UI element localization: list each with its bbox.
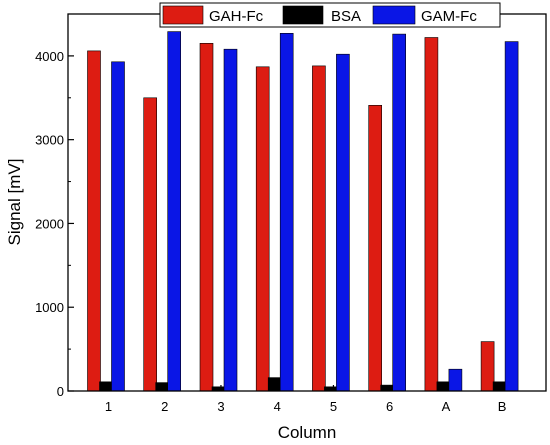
legend-box — [159, 2, 501, 28]
x-axis: 1 2 3 4 5 6 A B — [105, 385, 507, 414]
bar-bsa-6 — [380, 384, 395, 392]
bar-gah-fc-A — [424, 37, 439, 392]
x-tick-label-5: 5 — [330, 399, 337, 414]
bar-gam-fc-6 — [392, 33, 407, 392]
bar-gah-fc-3 — [199, 42, 214, 392]
legend-label-gam-fc: GAM-Fc — [421, 8, 477, 25]
legend: GAH-Fc BSA GAM-Fc — [159, 2, 501, 28]
bar-gam-fc-3 — [223, 48, 238, 392]
bar-gah-fc-6 — [368, 105, 383, 392]
y-tick-label-1000: 1000 — [35, 300, 64, 315]
bar-gam-fc-2 — [167, 31, 181, 392]
legend-swatch-bsa — [282, 5, 324, 25]
bar-bsa-1 — [99, 381, 113, 392]
y-axis-title: Signal [mV] — [5, 159, 24, 246]
y-tick-label-4000: 4000 — [35, 49, 64, 64]
legend-swatch-gah-fc — [162, 5, 204, 25]
bar-bsa-B — [492, 381, 507, 392]
x-tick-label-3: 3 — [217, 399, 224, 414]
x-tick-label-4: 4 — [274, 399, 281, 414]
legend-swatch-gam-fc — [372, 5, 416, 25]
x-tick-label-1: 1 — [105, 399, 112, 414]
bar-bsa-2 — [155, 382, 169, 392]
plot-frame — [67, 13, 547, 392]
bar-bsa-4 — [267, 377, 282, 392]
bars-group — [87, 31, 519, 392]
bar-gam-fc-A — [448, 368, 463, 392]
bar-gam-fc-1 — [111, 61, 125, 392]
x-tick-label-2: 2 — [161, 399, 168, 414]
bar-gah-fc-5 — [312, 65, 326, 392]
x-tick-label-A: A — [442, 399, 451, 414]
legend-label-bsa: BSA — [331, 8, 361, 25]
x-axis-title: Column — [278, 423, 337, 442]
legend-label-gah-fc: GAH-Fc — [209, 8, 264, 25]
x-tick-label-B: B — [498, 399, 507, 414]
y-tick-label-0: 0 — [57, 384, 64, 399]
y-tick-label-2000: 2000 — [35, 216, 64, 231]
bar-gam-fc-4 — [279, 32, 294, 392]
x-tick-label-6: 6 — [386, 399, 393, 414]
bar-gah-fc-1 — [87, 50, 101, 392]
bar-gah-fc-4 — [255, 66, 270, 392]
bar-gam-fc-5 — [336, 53, 350, 392]
bar-gah-fc-2 — [143, 97, 157, 392]
y-axis: 0 1000 2000 3000 4000 — [35, 49, 74, 399]
bar-gam-fc-B — [504, 41, 519, 392]
bar-gah-fc-B — [480, 341, 495, 392]
bar-bsa-A — [436, 381, 451, 392]
y-tick-label-3000: 3000 — [35, 133, 64, 148]
